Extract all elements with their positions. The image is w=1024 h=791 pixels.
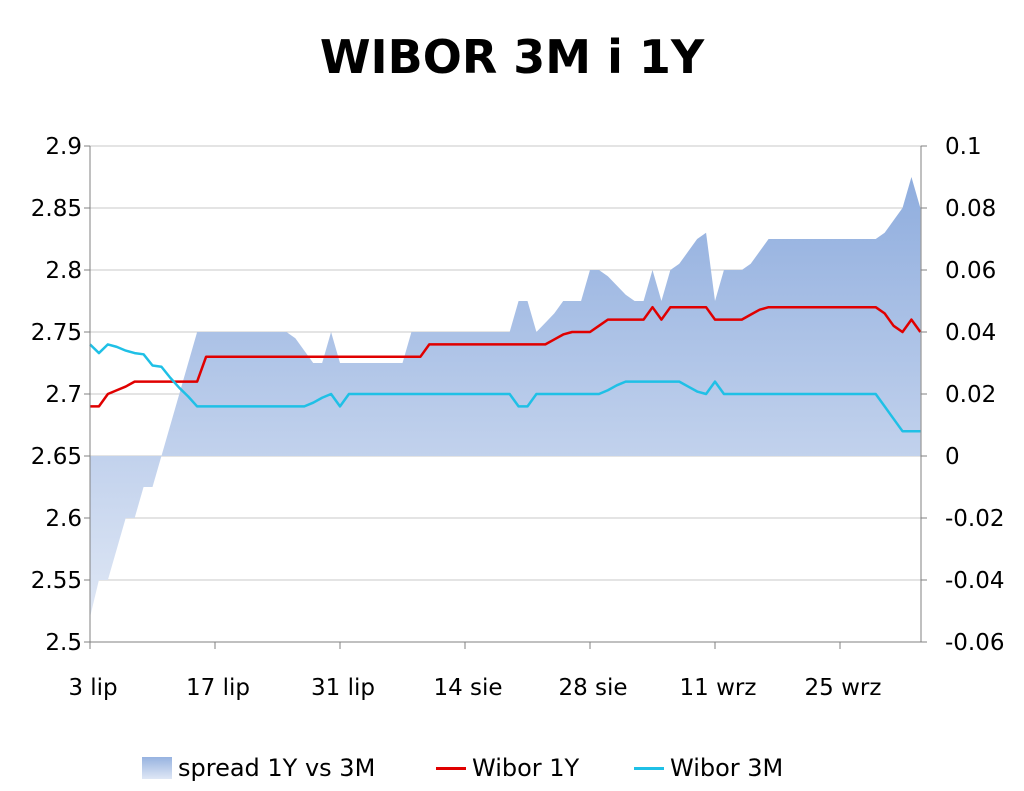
legend-item-wibor-1y: Wibor 1Y bbox=[436, 748, 579, 788]
x-tick-label: 17 lip bbox=[186, 675, 250, 701]
legend-label-spread: spread 1Y vs 3M bbox=[178, 754, 376, 782]
y-left-tick-label: 2.5 bbox=[45, 630, 82, 656]
y-right-tick-label: -0.04 bbox=[945, 568, 1005, 594]
y-right-tick-label: 0 bbox=[945, 444, 960, 470]
x-tick-label: 25 wrz bbox=[805, 675, 882, 701]
wibor-3m-line bbox=[89, 343, 921, 433]
legend-item-wibor-3m: Wibor 3M bbox=[634, 748, 783, 788]
legend-label-wibor-1y: Wibor 1Y bbox=[472, 754, 580, 782]
legend-item-spread: spread 1Y vs 3M bbox=[142, 748, 375, 788]
legend: spread 1Y vs 3M Wibor 1Y Wibor 3M bbox=[0, 748, 1024, 788]
y-left-tick-label: 2.85 bbox=[31, 196, 82, 222]
x-tick-label: 11 wrz bbox=[680, 675, 757, 701]
axes-layer bbox=[84, 145, 927, 649]
y-right-tick-label: -0.02 bbox=[945, 506, 1005, 532]
x-tick-label: 31 lip bbox=[311, 675, 375, 701]
legend-swatch-wibor-1y bbox=[436, 766, 466, 770]
y-left-tick-label: 2.9 bbox=[45, 134, 82, 160]
tick-labels-layer: 2.9 0.1 2.85 0.08 2.8 0.06 2.75 0.04 2.7 0.02 2.65… bbox=[31, 134, 1005, 701]
spread-area bbox=[90, 177, 921, 618]
y-left-tick-label: 2.6 bbox=[45, 506, 82, 532]
y-left-tick-label: 2.7 bbox=[45, 382, 82, 408]
wibor-1y-line bbox=[90, 305, 922, 408]
y-left-tick-label: 2.65 bbox=[31, 444, 82, 470]
y-right-tick-label: 0.02 bbox=[945, 382, 996, 408]
y-right-tick-label: 0.04 bbox=[945, 320, 996, 346]
y-right-tick-label: -0.06 bbox=[945, 630, 1005, 656]
y-left-tick-label: 2.75 bbox=[31, 320, 82, 346]
legend-swatch-spread bbox=[142, 757, 172, 779]
y-right-tick-label: 0.08 bbox=[945, 196, 996, 222]
x-tick-label: 28 sie bbox=[558, 675, 627, 701]
y-right-tick-label: 0.1 bbox=[945, 134, 982, 160]
legend-swatch-wibor-3m bbox=[634, 766, 664, 770]
chart-title: WIBOR 3M i 1Y bbox=[319, 30, 705, 84]
spread-area-layer bbox=[90, 177, 921, 618]
y-left-tick-label: 2.8 bbox=[45, 258, 82, 284]
y-right-tick-label: 0.06 bbox=[945, 258, 996, 284]
series-lines-layer bbox=[89, 305, 922, 433]
x-tick-label: 3 lip bbox=[68, 675, 117, 701]
x-tick-label: 14 sie bbox=[433, 675, 502, 701]
legend-label-wibor-3m: Wibor 3M bbox=[670, 754, 784, 782]
y-left-tick-label: 2.55 bbox=[31, 568, 82, 594]
